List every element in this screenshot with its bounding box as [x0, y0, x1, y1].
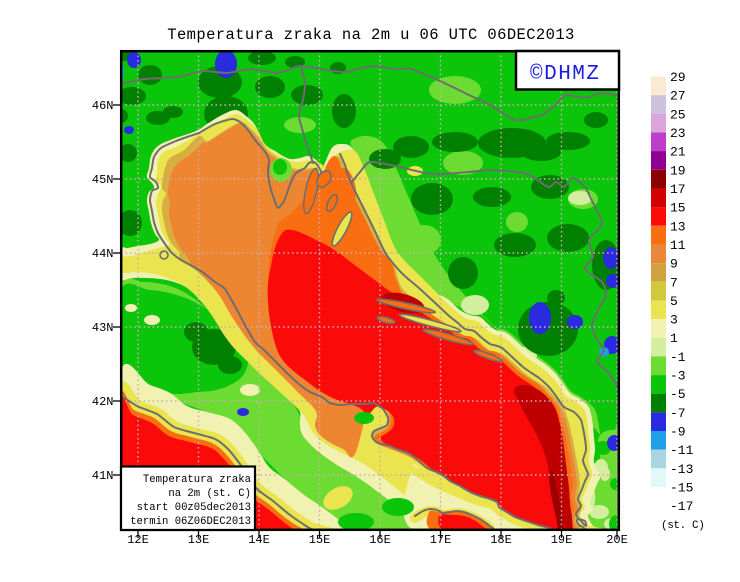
svg-text:21: 21: [670, 145, 686, 160]
svg-text:45N: 45N: [92, 173, 114, 187]
svg-text:7: 7: [670, 275, 678, 290]
svg-text:Temperatura zraka: Temperatura zraka: [143, 474, 251, 486]
svg-text:-5: -5: [670, 387, 686, 402]
svg-text:43N: 43N: [92, 321, 114, 335]
svg-text:9: 9: [670, 257, 678, 272]
svg-text:15E: 15E: [309, 533, 331, 547]
svg-text:3: 3: [670, 313, 678, 328]
svg-text:12E: 12E: [127, 533, 149, 547]
svg-text:-9: -9: [670, 425, 686, 440]
svg-text:©DHMZ: ©DHMZ: [530, 63, 601, 86]
svg-text:16E: 16E: [369, 533, 391, 547]
svg-text:11: 11: [670, 238, 686, 253]
svg-text:start 00z05dec2013: start 00z05dec2013: [137, 502, 251, 514]
svg-text:13E: 13E: [188, 533, 210, 547]
svg-text:19: 19: [670, 163, 686, 178]
svg-text:19E: 19E: [551, 533, 573, 547]
svg-text:18E: 18E: [490, 533, 512, 547]
svg-text:-15: -15: [670, 481, 693, 496]
svg-text:-3: -3: [670, 369, 686, 384]
svg-text:17E: 17E: [430, 533, 452, 547]
svg-text:-1: -1: [670, 350, 686, 365]
svg-text:44N: 44N: [92, 247, 114, 261]
svg-text:Temperatura zraka na 2m u 06 U: Temperatura zraka na 2m u 06 UTC 06DEC20…: [167, 26, 574, 44]
svg-text:na 2m (st. C): na 2m (st. C): [168, 488, 251, 500]
svg-text:20E: 20E: [606, 533, 628, 547]
svg-text:-7: -7: [670, 406, 686, 421]
svg-text:(st. C): (st. C): [661, 520, 704, 532]
svg-text:13: 13: [670, 219, 686, 234]
svg-text:25: 25: [670, 107, 686, 122]
svg-text:41N: 41N: [92, 469, 114, 483]
svg-text:15: 15: [670, 201, 686, 216]
svg-text:17: 17: [670, 182, 686, 197]
svg-text:1: 1: [670, 331, 678, 346]
svg-text:-11: -11: [670, 443, 694, 458]
svg-text:29: 29: [670, 70, 686, 85]
svg-text:23: 23: [670, 126, 686, 141]
svg-text:5: 5: [670, 294, 678, 309]
svg-text:42N: 42N: [92, 395, 114, 409]
svg-text:-13: -13: [670, 462, 693, 477]
svg-text:14E: 14E: [248, 533, 270, 547]
svg-text:-17: -17: [670, 499, 693, 514]
svg-text:27: 27: [670, 89, 686, 104]
svg-text:termin 06Z06DEC2013: termin 06Z06DEC2013: [130, 516, 251, 528]
svg-text:46N: 46N: [92, 99, 114, 113]
